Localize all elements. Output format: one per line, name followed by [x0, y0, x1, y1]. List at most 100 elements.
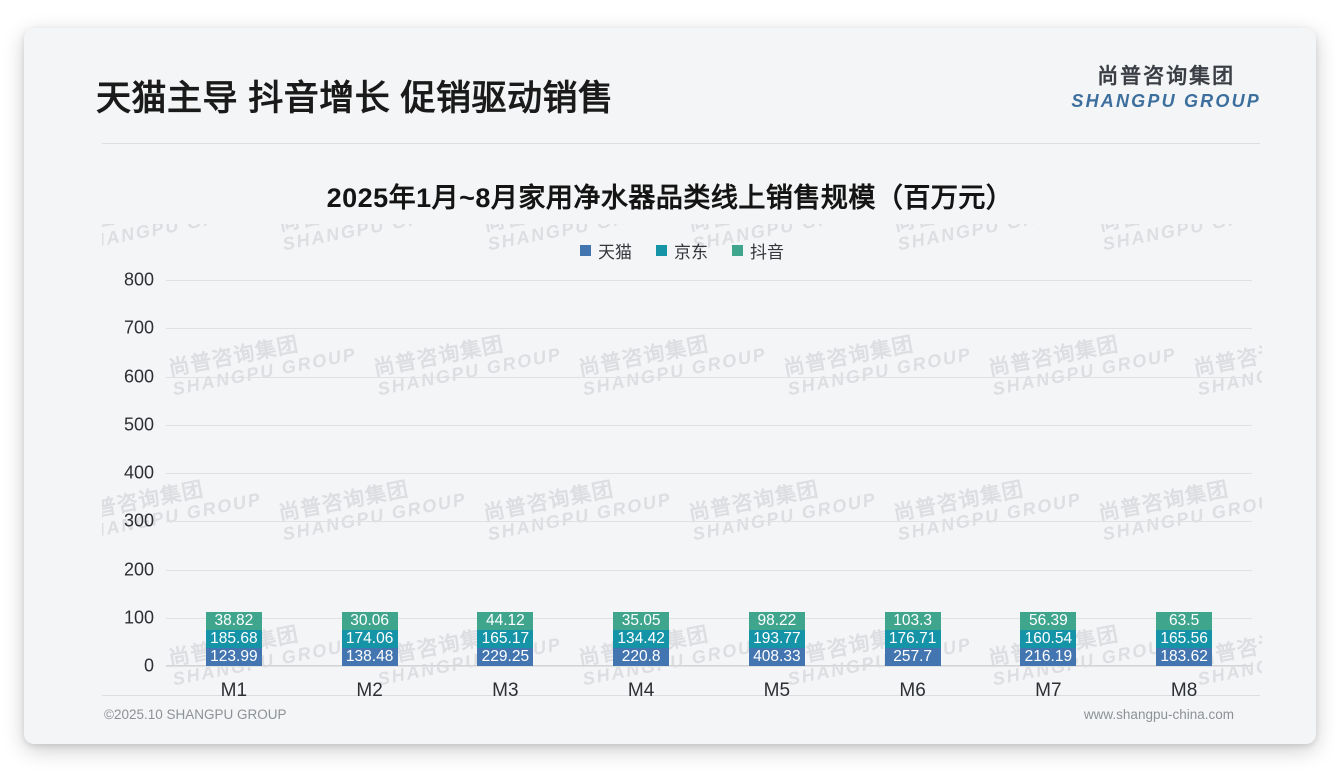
bar-value-label: 30.06 [350, 612, 390, 629]
bar-segment-京东[interactable]: 160.54 [1020, 630, 1077, 648]
bar-group-M3[interactable]: 229.25 165.17 44.12 M3 [438, 280, 574, 701]
bar-segment-京东[interactable]: 165.56 [1156, 630, 1213, 648]
bar-segment-京东[interactable]: 193.77 [748, 630, 805, 648]
y-axis-tick-label: 0 [143, 655, 154, 676]
gridline [166, 424, 1252, 426]
logo-chinese-text: 尚普咨询集团 [1097, 65, 1236, 88]
bar-value-label: 56.39 [1028, 612, 1068, 629]
legend-item-天猫[interactable]: 天猫 [580, 238, 632, 263]
company-logo: 尚普咨询集团 SHANGPU GROUP [1071, 66, 1261, 110]
bar-stack: 220.8 134.42 35.05 [613, 612, 670, 666]
bar-value-label: 44.12 [485, 612, 525, 629]
legend-label: 天猫 [598, 243, 632, 262]
bar-segment-京东[interactable]: 134.42 [613, 630, 670, 648]
bar-value-label: 134.42 [617, 630, 665, 647]
x-axis-tick-label: M3 [492, 680, 519, 701]
bar-segment-天猫[interactable]: 220.8 [613, 648, 670, 666]
bar-segment-京东[interactable]: 165.17 [477, 630, 534, 648]
gridline [166, 666, 1252, 667]
bar-segment-天猫[interactable]: 229.25 [477, 648, 534, 666]
slide-header: 天猫主导 抖音增长 促销驱动销售 尚普咨询集团 SHANGPU GROUP [24, 28, 1316, 118]
footer-divider [102, 695, 1260, 696]
gridline [166, 473, 1252, 474]
bar-segment-天猫[interactable]: 408.33 [748, 648, 805, 666]
bar-stack: 216.19 160.54 56.39 [1020, 612, 1077, 666]
logo-english-text: SHANGPU GROUP [1071, 91, 1261, 111]
bar-value-label: 63.5 [1169, 612, 1200, 629]
bar-segment-京东[interactable]: 176.71 [884, 630, 941, 648]
bar-group-M2[interactable]: 138.48 174.06 30.06 M2 [302, 280, 438, 701]
bar-value-label: 408.33 [753, 648, 801, 665]
gridline [166, 569, 1252, 571]
footer-copyright: ©2025.10 SHANGPU GROUP [104, 707, 287, 722]
bar-group-M5[interactable]: 408.33 193.77 98.22 M5 [709, 280, 845, 701]
bar-segment-天猫[interactable]: 257.7 [884, 648, 941, 666]
bar-group-M8[interactable]: 183.62 165.56 63.5 M8 [1116, 280, 1252, 701]
x-axis-line [166, 665, 1252, 666]
gridline [166, 328, 1252, 330]
y-axis-tick-label: 400 [123, 462, 154, 483]
legend-label: 抖音 [750, 243, 784, 262]
bar-stack: 229.25 165.17 44.12 [477, 612, 534, 666]
gridline [166, 280, 1252, 281]
bar-value-label: 38.82 [214, 612, 254, 629]
bar-value-label: 193.77 [753, 630, 801, 647]
x-axis-tick-label: M4 [627, 680, 655, 701]
x-axis-tick-label: M7 [1035, 680, 1062, 701]
x-axis-tick-label: M5 [763, 680, 791, 701]
bar-segment-天猫[interactable]: 216.19 [1020, 648, 1077, 666]
footer-website: www.shangpu-china.com [1083, 707, 1234, 722]
slide: 天猫主导 抖音增长 促销驱动销售 尚普咨询集团 SHANGPU GROUP 20… [24, 28, 1316, 744]
bar-segment-天猫[interactable]: 123.99 [205, 648, 262, 666]
bar-value-label: 103.3 [893, 612, 933, 629]
bar-segment-抖音[interactable]: 103.3 [884, 612, 941, 630]
bar-segment-京东[interactable]: 185.68 [205, 630, 262, 648]
bar-segment-京东[interactable]: 174.06 [341, 630, 398, 648]
y-axis-tick-label: 800 [123, 269, 154, 290]
bar-stack: 257.7 176.71 103.3 [884, 612, 941, 666]
bar-segment-天猫[interactable]: 183.62 [1156, 648, 1213, 666]
bar-segment-抖音[interactable]: 38.82 [205, 612, 262, 630]
legend-item-京东[interactable]: 京东 [656, 238, 708, 263]
y-axis-tick-label: 500 [123, 414, 154, 435]
bar-value-label: 35.05 [621, 612, 661, 629]
x-axis-tick-label: M6 [899, 680, 926, 701]
bar-group-M7[interactable]: 216.19 160.54 56.39 M7 [981, 280, 1117, 701]
plot-area: 0 100 200 300 400 500 600 700 800 123.99 185.68 38… [124, 270, 1252, 701]
header-divider [102, 143, 1260, 144]
bar-group-M6[interactable]: 257.7 176.71 103.3 M6 [845, 280, 981, 701]
legend-label: 京东 [674, 243, 708, 262]
bar-stack: 138.48 174.06 30.06 [341, 612, 398, 666]
chart-legend: 天猫 京东 抖音 [102, 238, 1262, 263]
bar-segment-抖音[interactable]: 63.5 [1156, 612, 1213, 630]
bar-series-container: 123.99 185.68 38.82 M1 138.48 174.06 30.06 M2 22… [166, 280, 1252, 701]
bar-value-label: 216.19 [1024, 648, 1073, 665]
bar-segment-抖音[interactable]: 56.39 [1020, 612, 1077, 630]
gridline [166, 617, 1252, 619]
x-axis-tick-label: M8 [1170, 680, 1198, 701]
bar-segment-抖音[interactable]: 98.22 [748, 612, 805, 630]
y-axis-tick-label: 200 [123, 559, 154, 579]
legend-swatch-icon [732, 245, 743, 256]
legend-swatch-icon [580, 245, 591, 256]
gridline [166, 376, 1252, 378]
bar-segment-天猫[interactable]: 138.48 [341, 648, 398, 666]
bar-value-label: 257.7 [893, 648, 933, 665]
x-axis-tick-label: M2 [356, 680, 383, 701]
bar-value-label: 220.8 [621, 648, 661, 665]
legend-item-抖音[interactable]: 抖音 [732, 238, 784, 263]
chart-title: 2025年1月~8月家用净水器品类线上销售规模（百万元） [326, 183, 1014, 213]
bar-segment-抖音[interactable]: 44.12 [477, 612, 534, 630]
bar-group-M4[interactable]: 220.8 134.42 35.05 M4 [573, 280, 709, 701]
bar-segment-抖音[interactable]: 35.05 [613, 612, 670, 630]
bar-value-label: 229.25 [481, 648, 530, 665]
page-title: 天猫主导 抖音增长 促销驱动销售 [96, 79, 614, 118]
legend-swatch-icon [656, 245, 667, 256]
bar-value-label: 165.56 [1160, 630, 1208, 647]
bar-value-label: 176.71 [888, 630, 937, 647]
bar-group-M1[interactable]: 123.99 185.68 38.82 M1 [166, 280, 302, 701]
bar-segment-抖音[interactable]: 30.06 [341, 612, 398, 630]
bar-stack: 408.33 193.77 98.22 [748, 612, 805, 666]
y-axis-tick-label: 700 [123, 317, 154, 338]
bar-stack: 123.99 185.68 38.82 [205, 612, 262, 666]
